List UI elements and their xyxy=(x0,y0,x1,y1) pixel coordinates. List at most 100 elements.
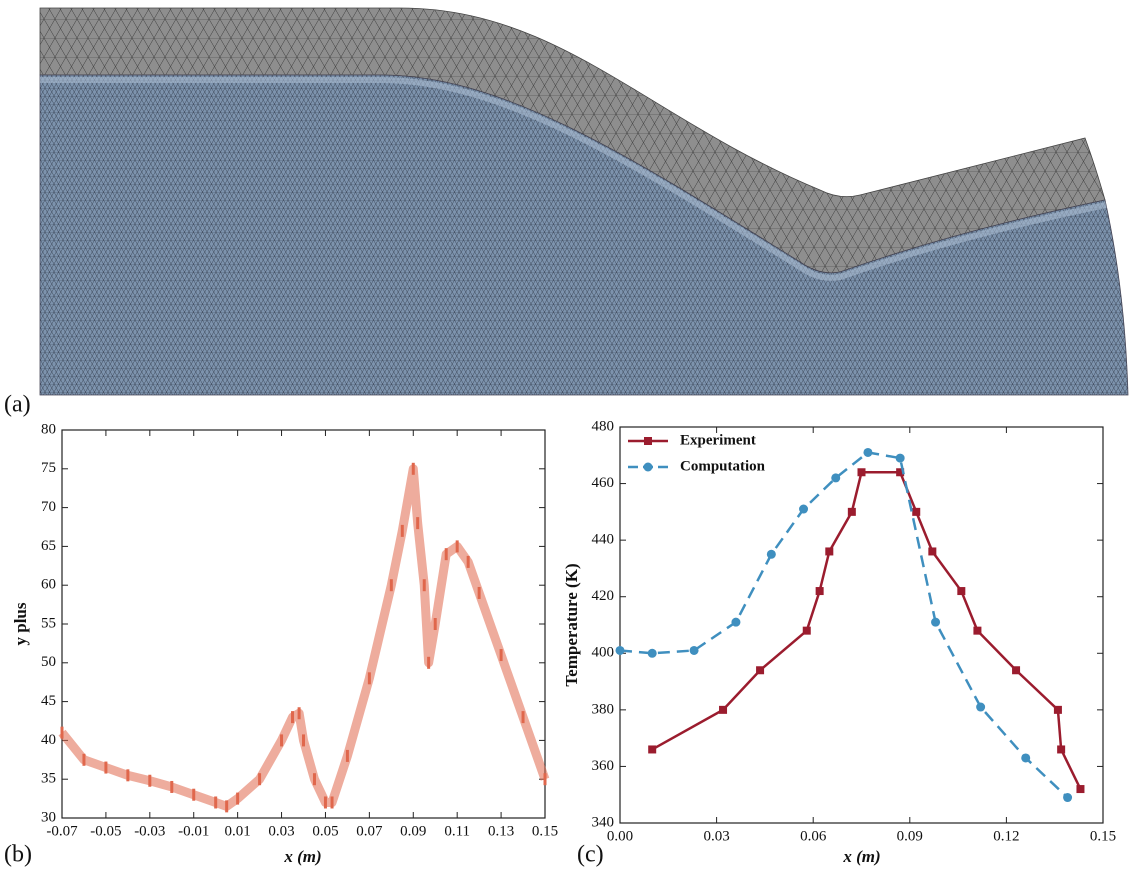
point xyxy=(312,773,316,786)
point xyxy=(297,707,301,720)
panel-label: (c) xyxy=(577,842,604,868)
x-tick-label: 0.15 xyxy=(1090,828,1116,844)
marker xyxy=(766,549,776,559)
marker xyxy=(689,645,699,655)
y-tick-label: 65 xyxy=(41,538,56,554)
marker xyxy=(647,648,657,658)
y-tick-label: 400 xyxy=(592,645,615,661)
data-band xyxy=(58,464,550,811)
x-tick-label: -0.01 xyxy=(178,823,209,839)
y-tick-label: 480 xyxy=(592,418,615,434)
y-tick-label: 40 xyxy=(41,732,56,748)
point xyxy=(427,656,431,669)
point xyxy=(225,800,229,813)
marker xyxy=(1053,705,1062,714)
point xyxy=(104,761,108,774)
x-tick-label: 0.03 xyxy=(268,823,294,839)
point xyxy=(60,726,64,739)
point xyxy=(291,711,295,724)
marker xyxy=(957,587,966,596)
point xyxy=(258,773,262,786)
legend-label: Computation xyxy=(680,458,766,474)
point xyxy=(236,792,240,805)
legend-label: Experiment xyxy=(680,432,756,448)
marker xyxy=(1076,785,1085,794)
marker xyxy=(802,626,811,635)
point xyxy=(82,753,86,766)
panel-label: (b) xyxy=(4,842,32,868)
legend-marker xyxy=(643,462,653,472)
x-tick-label: 0.01 xyxy=(225,823,251,839)
point xyxy=(323,796,327,809)
point xyxy=(345,749,349,762)
x-tick-label: 0.05 xyxy=(312,823,338,839)
point xyxy=(192,788,196,801)
x-tick-label: 0.03 xyxy=(703,828,729,844)
marker xyxy=(799,504,809,514)
series-line xyxy=(651,471,1082,790)
point xyxy=(170,780,174,793)
x-tick-label: -0.05 xyxy=(90,823,121,839)
x-axis-title: x (m) xyxy=(283,847,321,866)
x-tick-label: 0.06 xyxy=(800,828,827,844)
marker xyxy=(1063,793,1073,803)
marker xyxy=(931,617,941,627)
marker xyxy=(1057,745,1066,754)
point xyxy=(416,517,420,530)
panel-label: (a) xyxy=(4,392,31,418)
x-axis-title: x (m) xyxy=(842,847,880,866)
marker xyxy=(719,705,728,714)
y-axis-title: Temperature (K) xyxy=(562,563,581,686)
legend-marker xyxy=(644,437,652,445)
marker xyxy=(912,507,921,516)
x-tick-label: -0.03 xyxy=(134,823,165,839)
point xyxy=(302,734,305,747)
point xyxy=(367,672,371,685)
fluid-mesh xyxy=(39,74,1129,396)
y-tick-label: 75 xyxy=(41,460,56,476)
x-tick-label: 0.13 xyxy=(488,823,514,839)
y-tick-label: 80 xyxy=(41,421,56,437)
marker xyxy=(815,587,824,596)
y-tick-label: 60 xyxy=(41,577,56,593)
y-tick-label: 380 xyxy=(592,701,615,717)
y-tick-label: 440 xyxy=(592,532,615,548)
marker xyxy=(896,468,905,477)
point xyxy=(400,524,404,537)
marker xyxy=(976,702,986,712)
x-tick-label: 0.09 xyxy=(400,823,426,839)
marker xyxy=(928,547,937,556)
y-tick-label: 70 xyxy=(41,499,56,515)
marker xyxy=(648,745,657,754)
x-tick-label: 0.07 xyxy=(356,823,383,839)
point xyxy=(148,774,152,787)
marker xyxy=(756,666,765,675)
point xyxy=(455,540,459,553)
y-tick-label: 420 xyxy=(592,588,615,604)
y-axis-title: y plus xyxy=(11,602,30,645)
marker xyxy=(973,626,982,635)
marker xyxy=(1012,666,1021,675)
point xyxy=(126,769,130,782)
y-tick-label: 55 xyxy=(41,615,56,631)
marker xyxy=(731,617,741,627)
point xyxy=(444,548,448,561)
y-tick-label: 460 xyxy=(592,475,615,491)
x-tick-label: 0.09 xyxy=(897,828,923,844)
marker xyxy=(831,473,841,483)
point xyxy=(521,711,525,724)
point xyxy=(422,579,426,592)
point xyxy=(330,796,334,809)
y-tick-label: 30 xyxy=(41,809,56,825)
point xyxy=(280,734,284,747)
marker xyxy=(847,507,856,516)
plot-frame xyxy=(619,426,1104,824)
y-tick-label: 340 xyxy=(592,814,615,830)
x-tick-label: 0.00 xyxy=(607,828,633,844)
x-tick-label: 0.11 xyxy=(444,823,470,839)
marker xyxy=(615,645,625,655)
point xyxy=(214,796,218,809)
y-tick-label: 35 xyxy=(41,771,56,787)
boundary-layer xyxy=(40,77,1107,281)
